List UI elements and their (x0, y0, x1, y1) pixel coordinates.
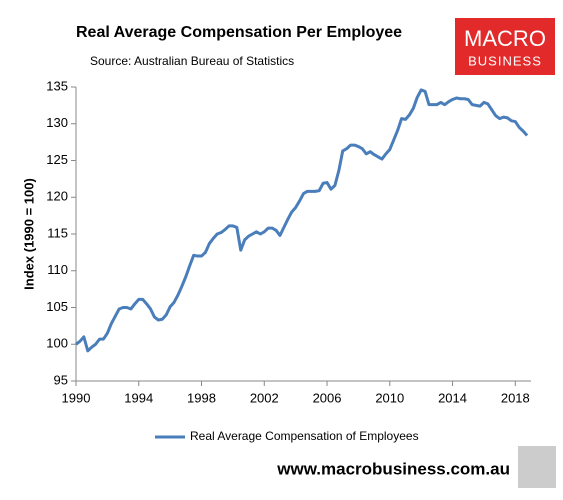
logo-text: MACRO (464, 26, 546, 51)
y-tick-label: 125 (46, 152, 68, 167)
x-tick-label: 2018 (501, 390, 530, 405)
logo-icon (518, 446, 556, 488)
legend-label: Real Average Compensation of Employees (190, 429, 419, 443)
y-tick-label: 120 (46, 189, 68, 204)
logo-text: BUSINESS (468, 53, 542, 68)
line (75, 88, 529, 353)
y-tick-label: 105 (46, 299, 68, 314)
x-tick-label: 1994 (124, 390, 153, 405)
x-tick-label: 2006 (313, 390, 342, 405)
x-tick-label: 1998 (187, 390, 216, 405)
y-tick-label: 100 (46, 336, 68, 351)
chart-subtitle: Source: Australian Bureau of Statistics (90, 54, 294, 68)
y-tick-label: 130 (46, 115, 68, 130)
footer: www.macrobusiness.com.au (276, 459, 510, 478)
x-tick-label: 2002 (250, 390, 279, 405)
y-tick-label: 135 (46, 78, 68, 93)
y-tick-label: 110 (47, 262, 68, 277)
x-tick-label: 1990 (62, 390, 91, 405)
y-tick-label: 115 (47, 225, 68, 240)
x-tick-label: 2010 (375, 390, 404, 405)
x-tick-label: 2014 (438, 390, 467, 405)
chart-title: Real Average Compensation Per Employee (76, 24, 402, 41)
logo-box (455, 18, 555, 75)
y-tick-label: 95 (54, 372, 68, 387)
y-axis-label: Index (1990 = 100) (21, 178, 36, 290)
